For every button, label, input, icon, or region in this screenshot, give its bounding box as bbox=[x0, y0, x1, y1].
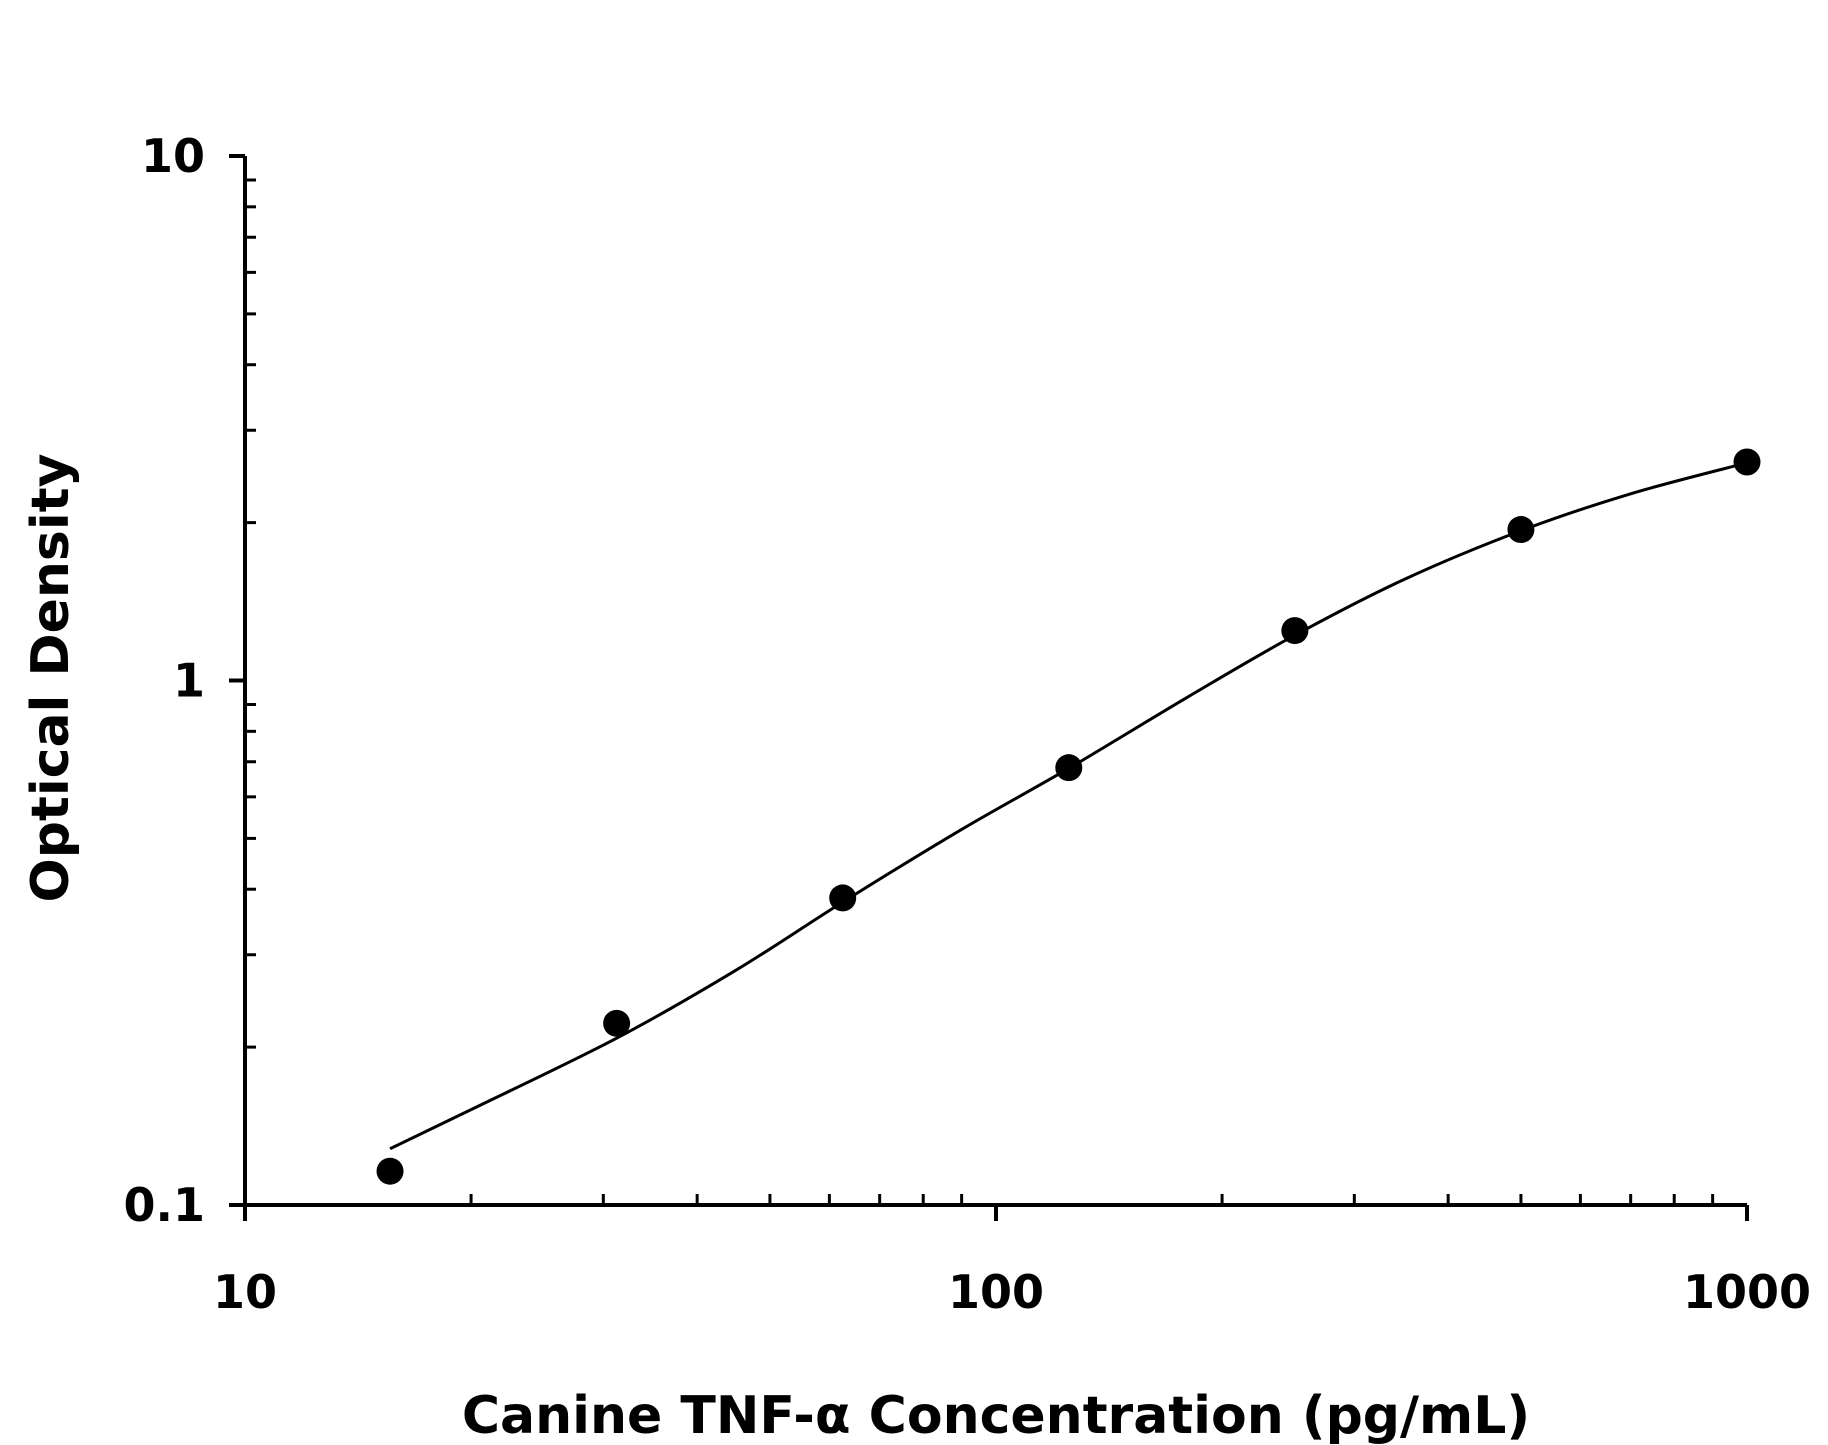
data-point-marker bbox=[603, 1009, 631, 1037]
data-point-marker bbox=[376, 1157, 404, 1185]
data-point-marker bbox=[829, 884, 857, 912]
tick-labels: 0.1 1 10 10 100 1000 bbox=[124, 129, 1812, 1319]
data-point-marker bbox=[1281, 617, 1309, 645]
data-point-marker bbox=[1507, 516, 1535, 544]
curve-fit-line bbox=[389, 461, 1748, 1151]
x-tick-label: 1000 bbox=[1683, 1265, 1811, 1319]
y-tick-label: 1 bbox=[173, 654, 205, 708]
fit-curve-path bbox=[389, 461, 1748, 1151]
data-point-marker bbox=[1055, 754, 1083, 782]
y-tick-label: 10 bbox=[141, 129, 205, 183]
x-tick-label: 10 bbox=[213, 1265, 277, 1319]
data-points bbox=[376, 448, 1761, 1185]
y-axis-title: Optical Density bbox=[21, 454, 81, 903]
axes bbox=[229, 154, 1749, 1221]
y-tick-label: 0.1 bbox=[124, 1178, 206, 1232]
x-tick-label: 100 bbox=[948, 1265, 1044, 1319]
x-axis-title: Canine TNF-α Concentration (pg/mL) bbox=[462, 1386, 1530, 1445]
data-point-marker bbox=[1733, 448, 1761, 476]
